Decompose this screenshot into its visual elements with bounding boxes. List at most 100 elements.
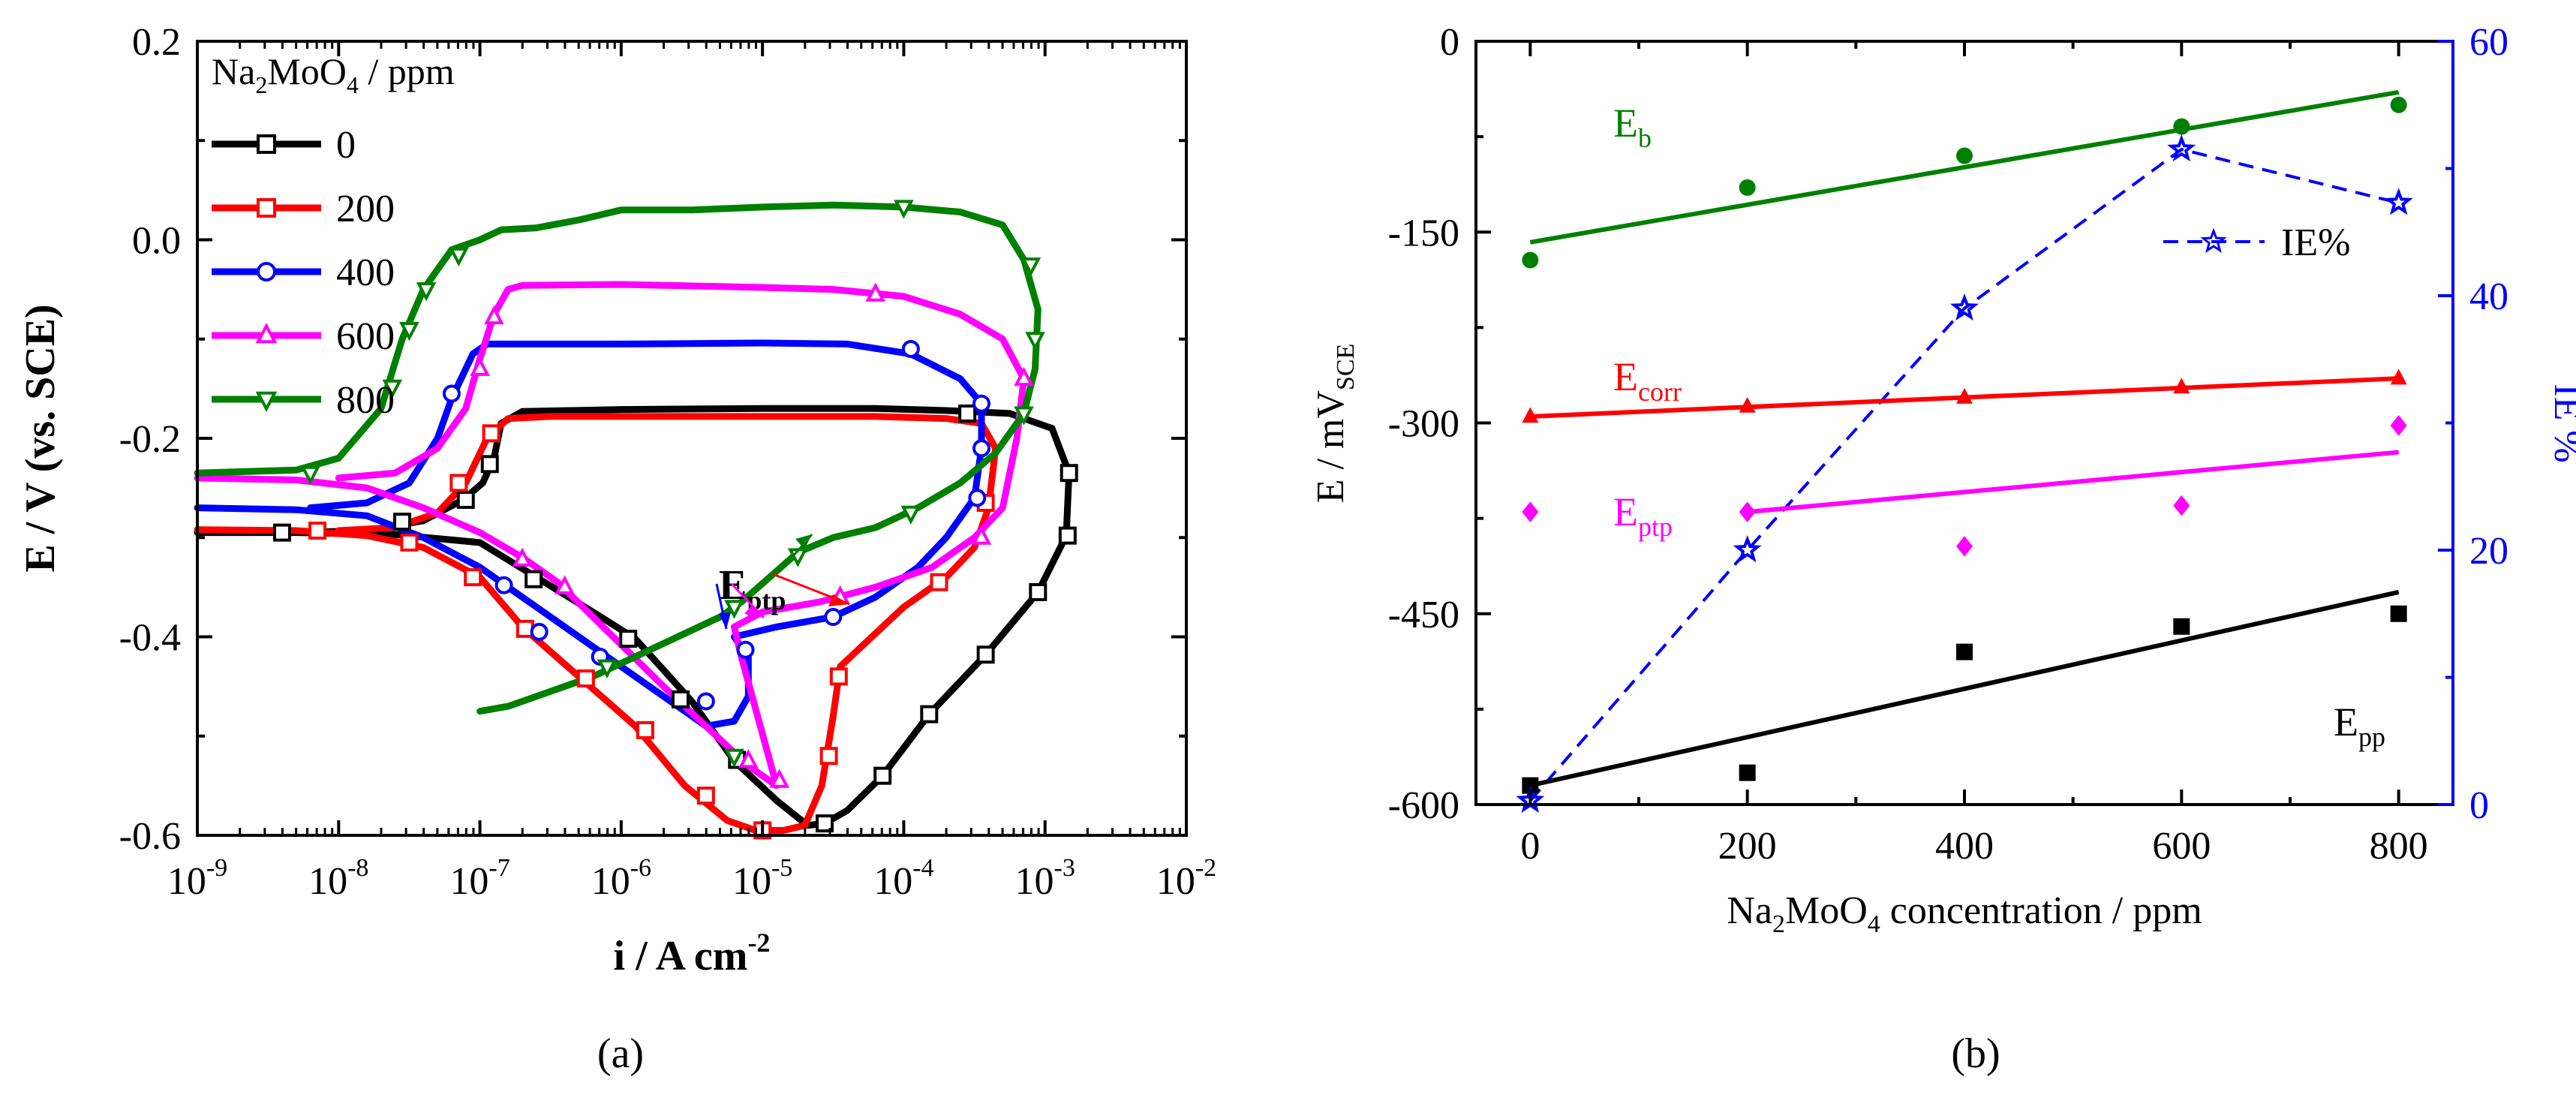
a-marker-800-6 [1020,257,1042,277]
a-marker-0-1 [393,513,412,531]
a-marker-400-0 [442,384,461,403]
a-xtick-label: 10-6 [591,854,651,903]
a-xtick-label-exp: -8 [347,854,368,882]
b-ytick-labels-right: 0 20 40 60 [2469,21,2508,827]
b-point-b-0 [1522,251,1539,269]
b-ie-point-4 [2384,188,2413,215]
a-legend-title-pre: Na [212,50,255,92]
a-curve-600 [194,281,1027,790]
a-marker-800-8 [1014,406,1034,426]
a-xtick-label: 10-4 [873,854,933,903]
a-marker-800-9 [900,505,921,525]
a-legend-label-800: 800 [336,379,395,422]
b-xtick-labels: 0 200 400 600 800 [1520,825,2427,868]
a-legend-marker-800 [255,391,278,412]
b-point-corr-0 [1522,407,1539,423]
a-ytick-label: -0.6 [119,815,181,858]
panel-a-chart: 0.20.0-0.2-0.4-0.6 10-9 10-8 10-7 10-6 10-5 1… [17,21,1216,1077]
a-legend-marker-400 [257,262,276,281]
b-label-base: E [1613,489,1638,534]
b-ticks [1476,40,2453,806]
a-ytick-label: -0.4 [119,617,181,660]
b-xtick-label: 0 [1520,825,1540,868]
a-ytick-label: -0.2 [119,418,181,461]
a-marker-600-5 [769,769,790,788]
b-label-base: E [1613,354,1638,399]
b-x-axis-label-post: concentration / ppm [1880,889,2202,932]
a-legend-title-sub1: 2 [255,71,267,98]
a-marker-0-12 [1029,582,1048,601]
a-legend-marker-0 [257,134,276,154]
a-xtick-label: 10-3 [1015,854,1075,903]
b-fit-pp [1529,590,2400,788]
b-x-axis-label-sub1: 2 [1772,910,1785,938]
a-marker-0-0 [272,523,291,542]
a-marker-200-5 [636,720,654,739]
a-marker-0-10 [920,705,939,723]
a-arrowhead-red [828,594,849,606]
b-ytick-label-right: 60 [2469,21,2508,64]
a-xtick-label-base: 10 [1156,860,1195,903]
a-xtick-label-exp: -9 [206,854,227,882]
b-ie-legend-label: IE% [2281,221,2350,264]
a-xtick-label-exp: -5 [771,854,792,882]
a-marker-600-2 [512,547,533,567]
b-label-Eptp: Eptp [1613,489,1673,542]
b-xtick-label: 800 [2370,825,2428,868]
a-curves [194,200,1078,840]
a-xtick-label-exp: -6 [630,854,651,882]
a-marker-400-2 [530,622,549,641]
a-xtick-label-exp: -7 [488,854,509,882]
a-legend-label-200: 200 [336,188,395,230]
a-marker-800-7 [1025,332,1045,351]
b-x-axis-label-pre: Na [1727,889,1772,932]
a-marker-200-4 [576,669,595,688]
b-label-sub: corr [1638,377,1682,407]
b-ie-legend-marker [2200,227,2227,254]
a-legend: Na2MoO4 / ppm 0 200 400 600 800 [212,50,455,422]
a-legend-title-post: / ppm [359,50,455,92]
a-marker-200-8 [819,747,838,766]
b-ytick-label: -150 [1388,212,1459,254]
b-ie-line [1528,147,2400,802]
a-marker-200-6 [696,787,715,805]
b-point-corr-2 [1956,387,1973,404]
a-marker-800-3 [416,282,437,302]
b-xtick-label: 600 [2152,825,2211,868]
b-label-Epp: Epp [2334,699,2385,752]
b-point-corr-3 [2173,378,2190,394]
b-point-ptp-4 [2390,415,2407,436]
a-marker-0-4 [525,570,543,588]
a-marker-0-6 [671,690,690,708]
b-label-sub: ptp [1638,512,1673,542]
a-ticks [196,40,1188,837]
b-point-b-1 [1739,179,1756,196]
b-label-Ecorr: Ecorr [1613,354,1682,407]
a-marker-600-3 [555,575,575,594]
a-legend-label-400: 400 [336,251,395,294]
a-xtick-label-base: 10 [591,860,630,903]
a-marker-200-2 [464,568,482,587]
a-xtick-label-exp: -3 [1054,854,1075,882]
b-ytick-label-right: 0 [2469,784,2489,827]
a-xtick-label-base: 10 [1015,860,1054,903]
b-xtick-label: 200 [1718,825,1777,868]
b-label-base: E [2334,699,2358,745]
a-marker-200-9 [829,667,848,686]
a-xtick-label: 10-7 [449,854,509,903]
a-legend-title-sub2: 4 [347,71,359,98]
a-xtick-label: 10-2 [1156,854,1216,903]
a-xtick-label-exp: -2 [1195,854,1216,882]
a-marker-400-6 [824,608,843,627]
a-ytick-label: 0.0 [132,220,181,263]
a-marker-400-4 [696,692,715,711]
a-xtick-label: 10-8 [308,854,368,903]
b-point-corr-4 [2390,369,2407,385]
a-marker-800-13 [724,748,744,768]
b-point-pp-4 [2390,605,2407,622]
a-legend-marker-200 [257,198,276,218]
a-marker-200-0 [308,521,327,540]
a-marker-800-4 [449,247,469,267]
a-marker-0-5 [619,630,638,648]
a-arrowhead-green [795,534,812,549]
